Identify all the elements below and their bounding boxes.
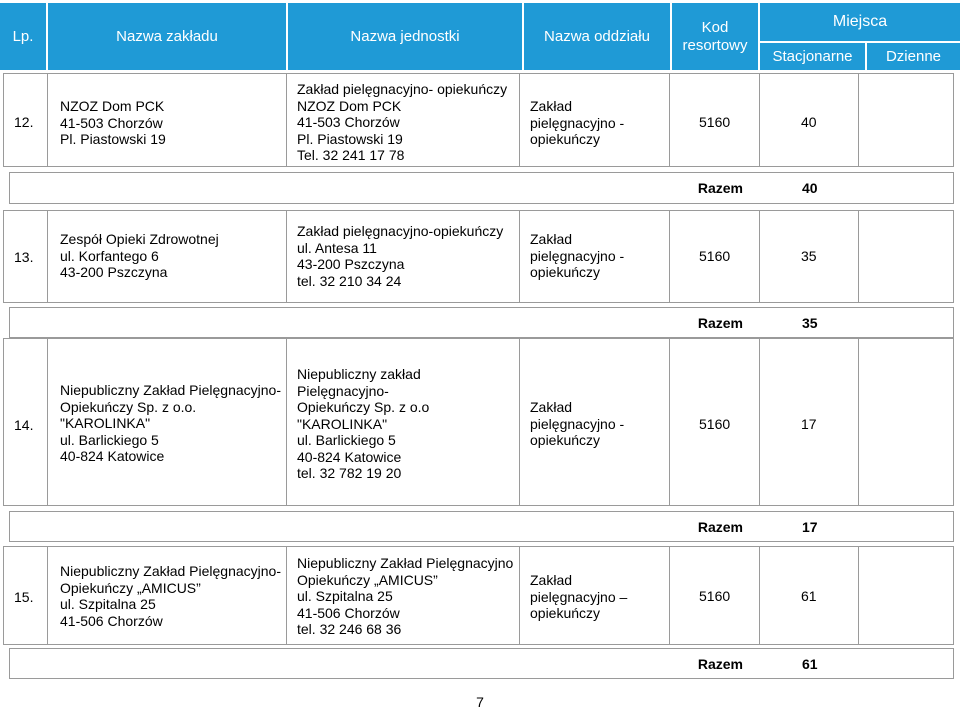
razem-value: 61 — [802, 655, 818, 672]
row-oddzial: Zakład pielęgnacyjno - opiekuńczy — [530, 98, 625, 147]
row-stacjonarne: 40 — [801, 114, 817, 130]
header-nazwa-zakladu: Nazwa zakładu — [48, 3, 286, 70]
row-jednostka: Zakład pielęgnacyjno-opiekuńczy ul. Ante… — [297, 223, 504, 289]
row-stacjonarne: 35 — [801, 248, 817, 264]
row-oddzial: Zakład pielęgnacyjno - opiekuńczy — [530, 231, 625, 280]
header-miejsca: Miejsca — [760, 3, 960, 41]
header-nazwa-jednostki: Nazwa jednostki — [288, 3, 522, 70]
table-row: 14. Niepubliczny Zakład Pielęgnacyjno- O… — [3, 338, 954, 506]
row-zaklad: Niepubliczny Zakład Pielęgnacyjno- Opiek… — [60, 563, 282, 629]
row-stacjonarne: 17 — [801, 416, 817, 432]
row-oddzial: Zakład pielęgnacyjno – opiekuńczy — [530, 572, 628, 621]
razem-row: Razem 61 — [9, 648, 954, 679]
row-zaklad: NZOZ Dom PCK 41-503 Chorzów Pl. Piastows… — [60, 98, 166, 147]
header-stacjonarne: Stacjonarne — [760, 43, 865, 70]
row-zaklad: Zespół Opieki Zdrowotnej ul. Korfantego … — [60, 231, 219, 280]
row-kod: 5160 — [699, 416, 731, 432]
table-row: 13. Zespół Opieki Zdrowotnej ul. Korfant… — [3, 210, 954, 303]
razem-row: Razem 40 — [9, 172, 954, 204]
row-kod: 5160 — [699, 114, 731, 130]
header-dzienne: Dzienne — [867, 43, 960, 70]
page-number: 7 — [476, 694, 484, 710]
row-zaklad: Niepubliczny Zakład Pielęgnacyjno- Opiek… — [60, 382, 282, 464]
row-kod: 5160 — [699, 588, 731, 604]
table-row: 15. Niepubliczny Zakład Pielęgnacyjno- O… — [3, 546, 954, 645]
header-nazwa-oddzialu: Nazwa oddziału — [524, 3, 670, 70]
table-header: Lp. Nazwa zakładu Nazwa jednostki Nazwa … — [0, 0, 960, 73]
row-jednostka: Zakład pielęgnacyjno- opiekuńczy NZOZ Do… — [297, 81, 508, 163]
razem-row: Razem 35 — [9, 307, 954, 338]
row-kod: 5160 — [699, 248, 731, 264]
row-lp: 15. — [14, 589, 34, 605]
razem-label: Razem — [697, 518, 743, 535]
header-kod-resortowy: Kod resortowy — [672, 3, 758, 70]
razem-row: Razem 17 — [9, 511, 954, 542]
razem-label: Razem — [697, 655, 743, 672]
razem-value: 40 — [802, 180, 818, 196]
table-row: 12. NZOZ Dom PCK 41-503 Chorzów Pl. Pias… — [3, 73, 954, 167]
row-oddzial: Zakład pielęgnacyjno - opiekuńczy — [530, 399, 625, 448]
row-jednostka: Niepubliczny Zakład Pielęgnacyjno Opieku… — [297, 555, 514, 637]
razem-value: 35 — [802, 314, 818, 331]
row-lp: 12. — [14, 114, 34, 130]
row-lp: 14. — [14, 417, 34, 433]
row-lp: 13. — [14, 249, 34, 265]
razem-label: Razem — [697, 180, 743, 196]
row-jednostka: Niepubliczny zakład Pielęgnacyjno- Opiek… — [297, 366, 430, 481]
razem-value: 17 — [802, 518, 818, 535]
razem-label: Razem — [697, 314, 743, 331]
header-lp: Lp. — [0, 3, 46, 70]
row-stacjonarne: 61 — [801, 588, 817, 604]
